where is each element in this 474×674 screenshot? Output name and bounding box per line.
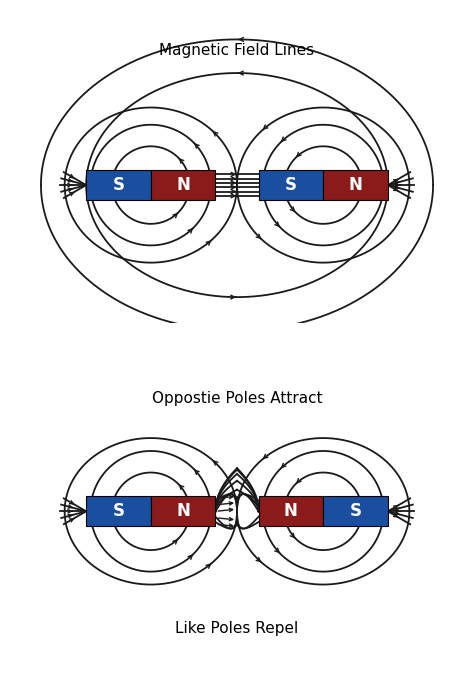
Text: N: N [176,176,190,194]
Bar [151,496,216,526]
Text: S: S [285,176,297,194]
Text: S: S [112,176,125,194]
Bar [86,170,151,200]
Text: Oppostie Poles Attract: Oppostie Poles Attract [152,391,322,406]
Bar [151,170,216,200]
Text: Magnetic Field Lines: Magnetic Field Lines [159,43,315,58]
Bar [323,496,388,526]
Text: N: N [348,176,363,194]
Bar [258,170,323,200]
Text: Like Poles Repel: Like Poles Repel [175,621,299,636]
Bar [258,496,323,526]
Text: N: N [176,502,190,520]
Text: S: S [112,502,125,520]
Bar [323,170,388,200]
Text: S: S [349,502,362,520]
Text: N: N [284,502,298,520]
Bar [86,496,151,526]
